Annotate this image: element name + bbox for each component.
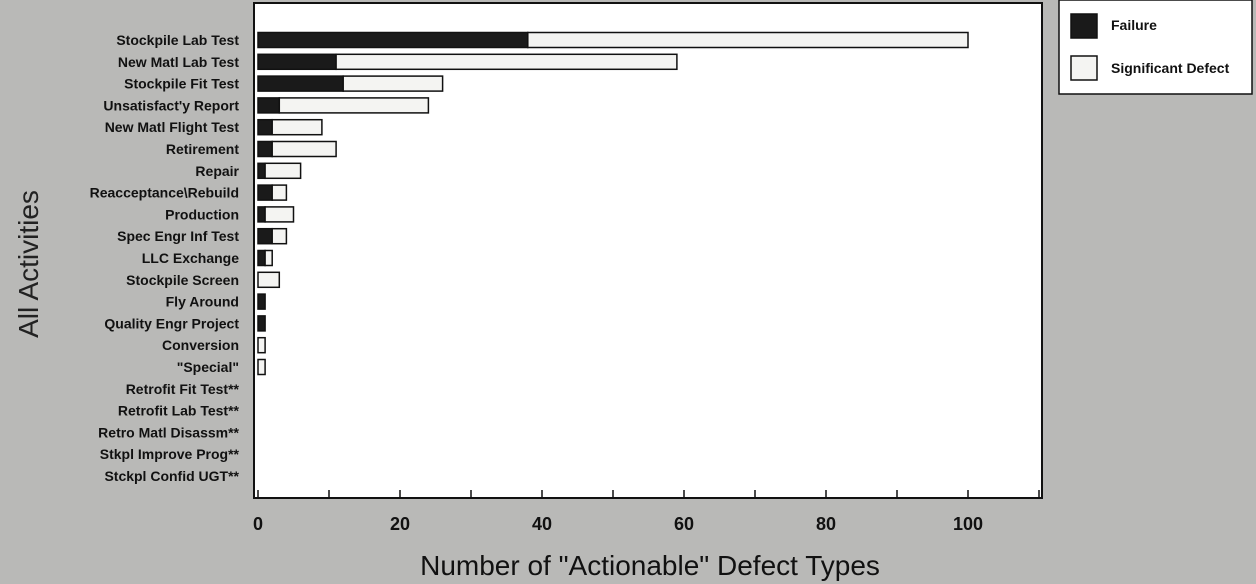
bar-failure-new-matl-flight-test xyxy=(257,118,273,136)
bar-failure-llc-exchange xyxy=(257,249,266,267)
bar-significant-defect-repair xyxy=(264,162,302,180)
bar-significant-defect-retirement xyxy=(271,140,337,158)
bar-significant-defect-llc-exchange xyxy=(264,249,273,267)
x-tick-label-0: 0 xyxy=(253,514,263,534)
x-tick-label-80: 80 xyxy=(816,514,836,534)
bar-significant-defect-special xyxy=(257,358,266,376)
bar-significant-defect-stockpile-screen xyxy=(257,271,281,289)
legend-swatch-significant-defect xyxy=(1070,55,1098,81)
legend-label-significant-defect: Significant Defect xyxy=(1111,60,1230,76)
category-label-production: Production xyxy=(165,206,239,222)
bar-significant-defect-stockpile-lab-test xyxy=(527,31,969,49)
bar-failure-spec-engr-inf-test xyxy=(257,227,273,245)
category-label-quality-engr-project: Quality Engr Project xyxy=(104,315,239,331)
bars-group xyxy=(257,31,969,376)
legend-label-failure: Failure xyxy=(1111,17,1157,33)
legend: Failure Significant Defect xyxy=(1058,0,1253,95)
category-label-stkpl-improve-prog: Stkpl Improve Prog** xyxy=(100,446,240,462)
bar-failure-fly-around xyxy=(257,293,266,310)
category-label-new-matl-flight-test: New Matl Flight Test xyxy=(105,119,240,135)
bar-significant-defect-reacceptance-rebuild xyxy=(271,184,288,201)
category-labels: Stockpile Lab Test New Matl Lab Test Stock… xyxy=(90,32,240,484)
category-label-conversion: Conversion xyxy=(162,337,239,353)
category-label-stockpile-lab-test: Stockpile Lab Test xyxy=(116,32,239,48)
bar-significant-defect-unsatisfact-y-report xyxy=(278,97,430,114)
category-label-reacceptance-rebuild: Reacceptance\Rebuild xyxy=(90,185,239,201)
category-label-retrofit-fit-test: Retrofit Fit Test** xyxy=(126,381,240,397)
bar-failure-reacceptance-rebuild xyxy=(257,184,273,201)
category-label-fly-around: Fly Around xyxy=(166,294,239,310)
category-label-retro-matl-disassm: Retro Matl Disassm** xyxy=(98,424,239,440)
y-axis-title: All Activities xyxy=(13,190,44,338)
category-label-stckpl-confid-ugt: Stckpl Confid UGT** xyxy=(104,468,239,484)
bar-failure-production xyxy=(257,206,266,223)
category-label-unsatisfact-y-report: Unsatisfact'y Report xyxy=(103,97,239,113)
bar-failure-repair xyxy=(257,162,266,180)
x-tick-label-60: 60 xyxy=(674,514,694,534)
bar-significant-defect-stockpile-fit-test xyxy=(342,75,444,92)
x-axis-title: Number of "Actionable" Defect Types xyxy=(420,550,880,581)
bar-failure-new-matl-lab-test xyxy=(257,53,337,71)
bar-failure-stockpile-fit-test xyxy=(257,75,344,92)
category-label-new-matl-lab-test: New Matl Lab Test xyxy=(118,54,239,70)
x-ticks: 0 20 40 60 80 100 xyxy=(253,490,1040,534)
bar-failure-retirement xyxy=(257,140,273,158)
category-label-stockpile-screen: Stockpile Screen xyxy=(126,272,239,288)
legend-swatch-failure xyxy=(1070,13,1098,39)
category-label-spec-engr-inf-test: Spec Engr Inf Test xyxy=(117,228,239,244)
category-label-repair: Repair xyxy=(195,163,239,179)
bar-failure-unsatisfact-y-report xyxy=(257,97,281,114)
bar-failure-quality-engr-project xyxy=(257,315,266,332)
bar-significant-defect-production xyxy=(264,206,295,223)
bar-failure-stockpile-lab-test xyxy=(257,31,529,49)
category-label-special: "Special" xyxy=(177,359,239,375)
category-label-retirement: Retirement xyxy=(166,141,239,157)
bar-significant-defect-new-matl-flight-test xyxy=(271,118,323,136)
bar-significant-defect-spec-engr-inf-test xyxy=(271,227,288,245)
category-label-stockpile-fit-test: Stockpile Fit Test xyxy=(124,76,239,92)
x-tick-label-20: 20 xyxy=(390,514,410,534)
category-label-llc-exchange: LLC Exchange xyxy=(142,250,239,266)
bar-significant-defect-conversion xyxy=(257,336,266,354)
bar-significant-defect-new-matl-lab-test xyxy=(335,53,678,71)
category-label-retrofit-lab-test: Retrofit Lab Test** xyxy=(118,403,240,419)
x-tick-label-40: 40 xyxy=(532,514,552,534)
x-tick-label-100: 100 xyxy=(953,514,983,534)
